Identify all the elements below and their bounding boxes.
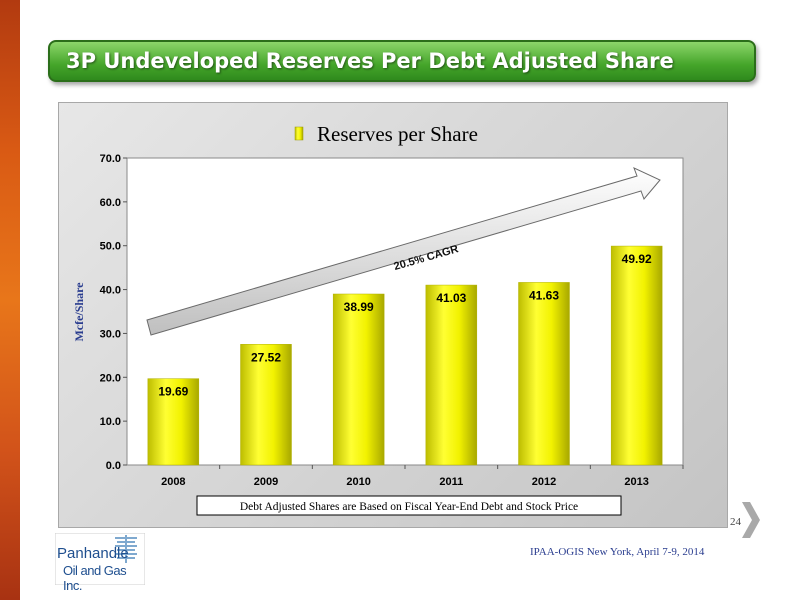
- bar: [240, 344, 292, 466]
- bar-data-label: 27.52: [251, 350, 281, 364]
- bar: [425, 284, 478, 466]
- logo-subtitle: Oil and Gas Inc.: [63, 563, 127, 593]
- bar: [610, 245, 663, 466]
- y-tick-label: 50.0: [100, 241, 121, 253]
- y-tick-label: 0.0: [106, 460, 121, 472]
- page-number: 24: [730, 516, 741, 528]
- bar-data-label: 41.63: [529, 288, 559, 302]
- bar-data-label: 49.92: [622, 252, 652, 266]
- y-axis-title: Mcfe/Share: [72, 282, 86, 342]
- bar: [518, 282, 570, 466]
- y-tick-label: 70.0: [100, 153, 121, 165]
- x-axis: 2008 2009 2010 2011 2012 2013: [161, 465, 684, 488]
- note-text: Debt Adjusted Shares are Based on Fiscal…: [240, 501, 578, 513]
- y-axis: 0.0 10.0 20.0 30.0 40.0 50.0 60.0 70.0: [100, 153, 127, 472]
- slide-title: 3P Undeveloped Reserves Per Debt Adjuste…: [66, 49, 674, 73]
- bar-data-label: 38.99: [344, 300, 374, 314]
- bar: [332, 293, 385, 466]
- y-tick-label: 60.0: [100, 197, 121, 209]
- logo-mark: [54, 532, 146, 586]
- legend-label: Reserves per Share: [317, 122, 478, 146]
- footer-text: IPAA-OGIS New York, April 7-9, 2014: [530, 546, 705, 558]
- chart-panel: Reserves per Share 0.0 10.0 20.0 30.0 40.0 50…: [58, 102, 728, 528]
- chevron-right-icon[interactable]: [740, 500, 762, 540]
- cagr-arrow-shape: [146, 167, 661, 336]
- legend-swatch: [294, 126, 304, 141]
- x-tick-label: 2012: [532, 476, 556, 488]
- note-box: [196, 495, 622, 516]
- x-tick-label: 2013: [624, 476, 648, 488]
- bar-data-label: 41.03: [436, 291, 466, 305]
- x-tick-label: 2010: [346, 476, 370, 488]
- bars: 19.69 27.52 38.99 41.03 41.63 49.92: [147, 245, 663, 466]
- side-accent-stripe: [0, 0, 20, 600]
- y-tick-label: 30.0: [100, 328, 121, 340]
- x-tick-label: 2008: [161, 476, 185, 488]
- bar: [147, 378, 200, 466]
- logo-name: Panhandle: [57, 545, 129, 562]
- x-tick-label: 2009: [254, 476, 278, 488]
- y-tick-label: 20.0: [100, 372, 121, 384]
- chart-svg: Reserves per Share 0.0 10.0 20.0 30.0 40.0 50…: [72, 122, 684, 516]
- y-tick-label: 10.0: [100, 416, 121, 428]
- title-bar: 3P Undeveloped Reserves Per Debt Adjuste…: [48, 40, 756, 82]
- y-tick-label: 40.0: [100, 285, 121, 297]
- x-tick-label: 2011: [439, 476, 463, 488]
- bar-data-label: 19.69: [158, 385, 188, 399]
- company-logo: Panhandle Oil and Gas Inc.: [54, 532, 146, 593]
